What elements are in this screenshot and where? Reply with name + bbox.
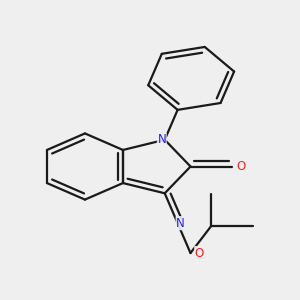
Text: N: N <box>158 133 166 146</box>
Text: N: N <box>176 217 185 230</box>
Text: O: O <box>236 160 246 173</box>
Text: O: O <box>195 247 204 260</box>
